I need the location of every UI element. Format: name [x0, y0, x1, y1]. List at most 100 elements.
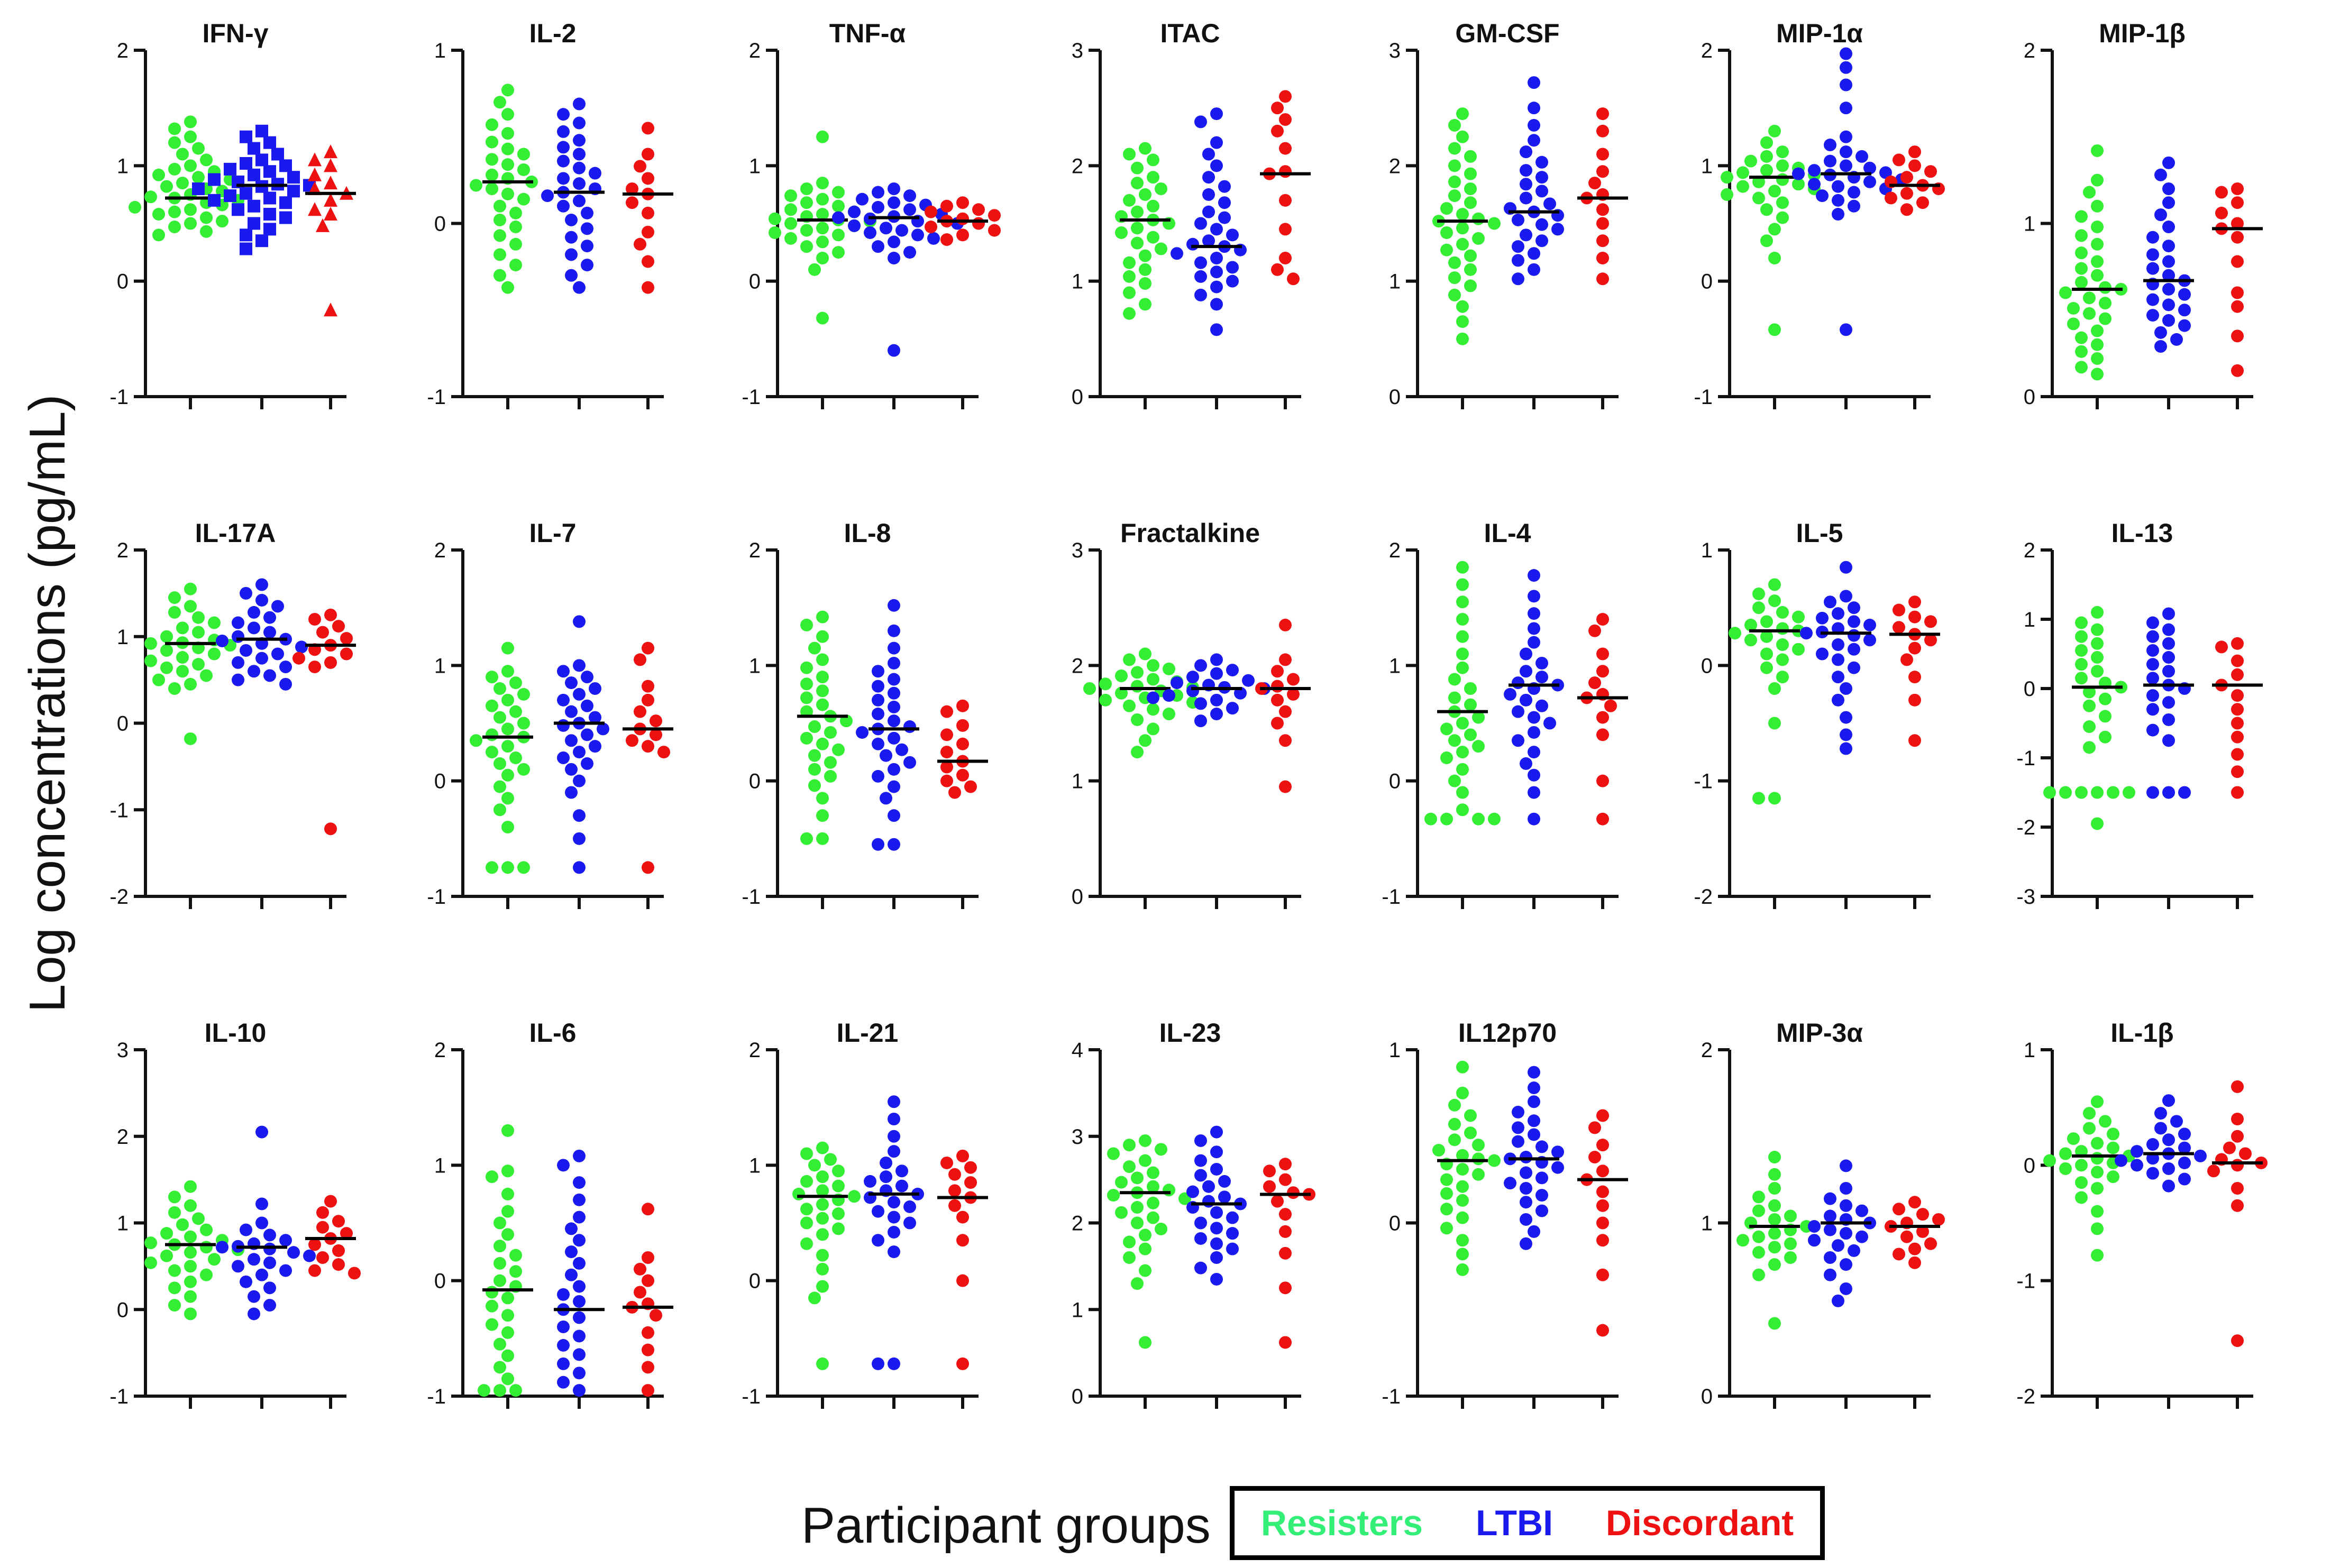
data-point-resisters: [1139, 1154, 1151, 1167]
data-point-discordant: [1900, 653, 1913, 666]
data-point-ltbi: [1840, 159, 1852, 172]
data-point-resisters: [501, 740, 514, 753]
data-point-ltbi: [2178, 1172, 2191, 1186]
data-point-discordant: [2231, 637, 2244, 650]
data-point-ltbi: [240, 130, 252, 143]
data-point-ltbi: [1863, 175, 1876, 188]
data-point-ltbi: [232, 203, 244, 216]
data-point-ltbi: [872, 680, 884, 693]
data-point-ltbi: [589, 740, 601, 753]
panel-title-il12p70: IL12p70: [1458, 1018, 1557, 1048]
data-point-ltbi: [279, 196, 292, 209]
data-point-ltbi: [1535, 155, 1548, 169]
data-point-discordant: [1271, 717, 1284, 730]
data-point-resisters: [2091, 1152, 2104, 1165]
data-point-discordant: [2231, 765, 2244, 778]
data-point-resisters: [816, 1170, 829, 1184]
data-point-ltbi: [2170, 1115, 2183, 1128]
data-point-resisters: [501, 1309, 514, 1322]
data-point-resisters: [1464, 167, 1477, 180]
data-point-ltbi: [2146, 616, 2159, 629]
data-point-resisters: [1131, 666, 1144, 679]
data-point-resisters: [1456, 1211, 1469, 1224]
data-point-resisters: [486, 1299, 498, 1313]
data-point-ltbi: [255, 153, 268, 167]
data-point-discordant: [1271, 263, 1284, 276]
data-point-resisters: [1456, 578, 1469, 591]
data-point-ltbi: [1840, 145, 1852, 159]
data-point-ltbi: [2162, 298, 2175, 311]
data-point-resisters: [501, 1291, 514, 1305]
data-point-resisters: [1139, 249, 1151, 262]
data-point-resisters: [2075, 345, 2088, 358]
data-point-discordant: [642, 225, 654, 239]
data-point-discordant: [1596, 647, 1609, 661]
data-point-resisters: [2075, 276, 2088, 289]
data-point-resisters: [216, 215, 228, 228]
data-point-ltbi: [263, 191, 276, 205]
data-point-ltbi: [232, 630, 244, 643]
data-point-resisters: [2083, 291, 2096, 305]
data-point-resisters: [1147, 1166, 1159, 1179]
data-point-resisters: [1155, 1222, 1167, 1235]
data-point-resisters: [501, 127, 514, 140]
data-point-ltbi: [1171, 247, 1183, 260]
data-point-ltbi: [1210, 1162, 1223, 1176]
data-point-resisters: [1776, 671, 1789, 684]
data-point-resisters: [486, 671, 498, 684]
data-point-discordant: [332, 1244, 345, 1257]
y-tick-label: 1: [2024, 213, 2035, 236]
data-point-discordant: [2231, 196, 2244, 209]
data-point-ltbi: [557, 1321, 570, 1333]
data-point-ltbi: [1512, 734, 1524, 747]
data-point-resisters: [1131, 161, 1144, 175]
data-point-resisters: [1472, 740, 1485, 753]
data-point-ltbi: [1808, 1220, 1821, 1233]
data-point-discordant: [1900, 203, 1913, 216]
data-point-discordant: [2215, 640, 2228, 654]
data-point-resisters: [1155, 242, 1167, 255]
data-point-resisters: [517, 763, 530, 776]
data-point-ltbi: [1504, 687, 1516, 701]
data-point-discordant: [1885, 191, 1897, 205]
data-point-resisters: [832, 1179, 845, 1193]
y-tick-label: -1: [742, 1385, 761, 1408]
data-point-resisters: [2075, 210, 2088, 223]
data-point-ltbi: [1528, 812, 1540, 826]
data-point-ltbi: [2178, 1141, 2191, 1154]
y-tick-label: 0: [117, 270, 129, 294]
data-point-ltbi: [255, 652, 268, 665]
y-tick-label: -1: [1694, 770, 1713, 793]
data-point-ltbi: [888, 809, 900, 822]
data-point-ltbi: [888, 1095, 900, 1108]
data-point-resisters: [200, 1223, 213, 1236]
data-point-resisters: [501, 142, 514, 155]
data-point-discordant: [1271, 665, 1284, 678]
data-point-ltbi: [1210, 280, 1223, 294]
data-point-ltbi: [2178, 288, 2191, 301]
data-point-ltbi: [565, 676, 578, 690]
data-point-ltbi: [1535, 1140, 1548, 1153]
data-point-resisters: [2075, 1159, 2088, 1172]
data-point-ltbi: [888, 656, 900, 670]
data-point-discordant: [308, 181, 322, 195]
data-point-ltbi: [565, 1268, 578, 1281]
data-point-resisters: [1123, 148, 1136, 161]
data-point-ltbi: [255, 1125, 268, 1139]
data-point-resisters: [493, 1257, 506, 1270]
data-point-ltbi: [1520, 191, 1532, 205]
data-point-ltbi: [557, 199, 570, 213]
data-point-ltbi: [888, 686, 900, 700]
data-point-ltbi: [1520, 1182, 1532, 1195]
y-tick-label: -3: [2016, 885, 2035, 909]
data-point-ltbi: [248, 621, 260, 635]
data-point-resisters: [2099, 692, 2112, 705]
data-point-resisters: [144, 1256, 157, 1269]
data-point-ltbi: [1543, 717, 1556, 730]
data-point-ltbi: [240, 228, 252, 242]
data-point-resisters: [800, 1216, 813, 1230]
data-point-resisters: [1456, 717, 1469, 730]
data-point-resisters: [2091, 665, 2104, 678]
data-point-ltbi: [888, 196, 900, 209]
data-point-resisters: [493, 269, 506, 282]
